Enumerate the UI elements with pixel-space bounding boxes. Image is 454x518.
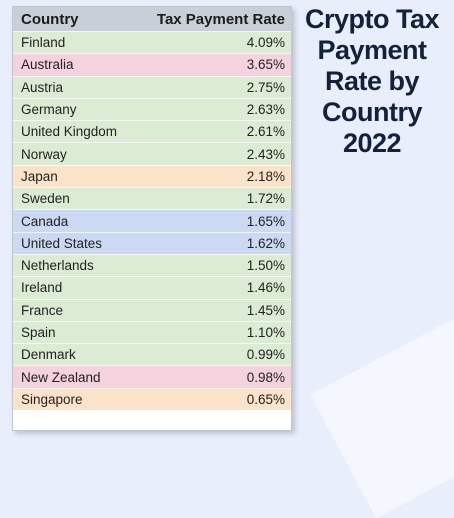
table-row: Japan 2.18%: [13, 164, 291, 188]
table-row: Netherlands 1.50%: [13, 253, 291, 277]
table-row: Singapore 0.65%: [13, 387, 291, 411]
table-row: New Zealand 0.98%: [13, 365, 291, 388]
country-cell: United Kingdom: [21, 124, 118, 140]
table-row: France 1.45%: [13, 298, 291, 321]
country-cell: Australia: [21, 57, 74, 73]
rate-cell: 0.98%: [246, 369, 285, 385]
table-row: Denmark 0.99%: [13, 343, 291, 366]
title-line: Crypto Tax: [304, 4, 440, 34]
background-shape: [310, 319, 454, 518]
table-row: Austria 2.75%: [13, 75, 291, 98]
rate-cell: 1.62%: [246, 235, 285, 251]
table-row: United States 1.62%: [13, 231, 291, 254]
country-column-header: Country: [21, 10, 79, 28]
rate-cell: 2.43%: [246, 146, 285, 162]
tax-rate-table: Country Tax Payment Rate Finland 4.09% Aus…: [12, 6, 292, 431]
rate-cell: 1.45%: [246, 302, 285, 318]
country-cell: Ireland: [21, 280, 63, 296]
country-cell: New Zealand: [21, 369, 101, 385]
rate-cell: 1.10%: [246, 325, 285, 340]
table-row: Norway 2.43%: [13, 142, 291, 165]
rate-cell: 1.72%: [246, 191, 285, 207]
table-row: Canada 1.65%: [13, 209, 291, 232]
table-row: Australia 3.65%: [13, 53, 291, 76]
table-header: Country Tax Payment Rate: [13, 7, 291, 31]
country-cell: United States: [21, 235, 103, 251]
title-line: Country: [322, 97, 423, 127]
table-row: Ireland 1.46%: [13, 276, 291, 299]
rate-cell: 1.65%: [246, 213, 285, 229]
rate-cell: 0.99%: [246, 347, 285, 363]
rate-cell: 1.50%: [246, 258, 285, 274]
rate-column-header: Tax Payment Rate: [156, 10, 285, 28]
rate-cell: 2.63%: [246, 102, 285, 118]
title-line: Payment: [317, 35, 427, 65]
rate-cell: 4.09%: [246, 35, 285, 51]
title-line: 2022: [342, 128, 402, 158]
rate-cell: 2.18%: [246, 168, 285, 184]
country-cell: Norway: [21, 146, 67, 162]
chart-title: Crypto Tax Payment Rate by Country 2022: [290, 4, 454, 159]
rate-cell: 2.75%: [246, 79, 285, 95]
title-line: Rate by: [324, 66, 420, 96]
country-cell: Japan: [21, 168, 58, 184]
country-cell: Austria: [21, 79, 64, 95]
country-cell: Singapore: [21, 391, 83, 407]
table-row: Sweden 1.72%: [13, 187, 291, 210]
table-body: Finland 4.09% Australia 3.65% Austria 2.75% Ge…: [13, 31, 291, 411]
country-cell: Netherlands: [21, 258, 94, 274]
country-cell: France: [21, 302, 64, 318]
table-row: Finland 4.09%: [13, 31, 291, 54]
country-cell: Germany: [21, 102, 77, 118]
country-cell: Sweden: [21, 191, 70, 207]
country-cell: Canada: [21, 213, 69, 229]
rate-cell: 0.65%: [246, 391, 285, 407]
country-cell: Denmark: [21, 347, 76, 363]
rate-cell: 1.46%: [246, 280, 285, 296]
table-row: United Kingdom 2.61%: [13, 120, 291, 143]
table-row: Spain 1.10%: [13, 320, 291, 344]
country-cell: Spain: [21, 325, 56, 340]
table-row: Germany 2.63%: [13, 97, 291, 121]
rate-cell: 3.65%: [246, 57, 285, 73]
country-cell: Finland: [21, 35, 66, 51]
rate-cell: 2.61%: [246, 124, 285, 140]
